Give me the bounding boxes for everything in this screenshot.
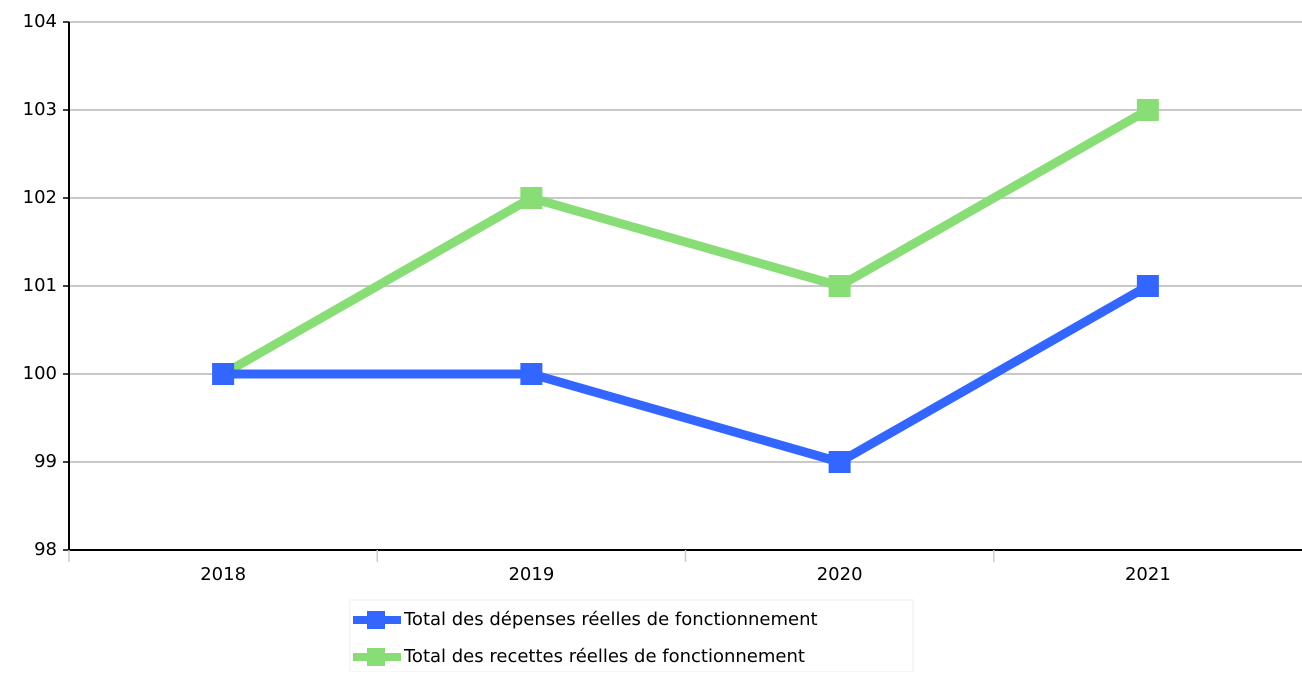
legend-box bbox=[349, 599, 914, 673]
x-tick-label: 2021 bbox=[1125, 564, 1171, 585]
y-tick-label: 103 bbox=[23, 99, 57, 120]
legend-swatch bbox=[367, 648, 385, 666]
y-tick-label: 102 bbox=[23, 187, 57, 208]
legend-label: Total des dépenses réelles de fonctionne… bbox=[403, 609, 818, 630]
series-line bbox=[220, 106, 1151, 378]
legend-label: Total des recettes réelles de fonctionne… bbox=[403, 646, 805, 667]
point-marker bbox=[1136, 99, 1159, 121]
series-line bbox=[223, 282, 1151, 467]
point-marker bbox=[828, 451, 851, 473]
y-tick-label: 104 bbox=[23, 11, 57, 32]
x-tick-label: 2020 bbox=[817, 564, 863, 585]
point-marker bbox=[828, 275, 851, 297]
point-marker bbox=[520, 187, 543, 209]
y-tick-label: 100 bbox=[23, 363, 57, 384]
point-marker bbox=[212, 363, 235, 385]
y-tick-label: 101 bbox=[23, 275, 57, 296]
y-tick-label: 98 bbox=[34, 539, 57, 560]
legend-swatch bbox=[367, 611, 385, 629]
point-marker bbox=[1136, 275, 1159, 297]
x-tick-label: 2019 bbox=[508, 564, 554, 585]
point-marker bbox=[520, 363, 543, 385]
x-tick-label: 2018 bbox=[200, 564, 246, 585]
y-tick-label: 99 bbox=[34, 451, 57, 472]
